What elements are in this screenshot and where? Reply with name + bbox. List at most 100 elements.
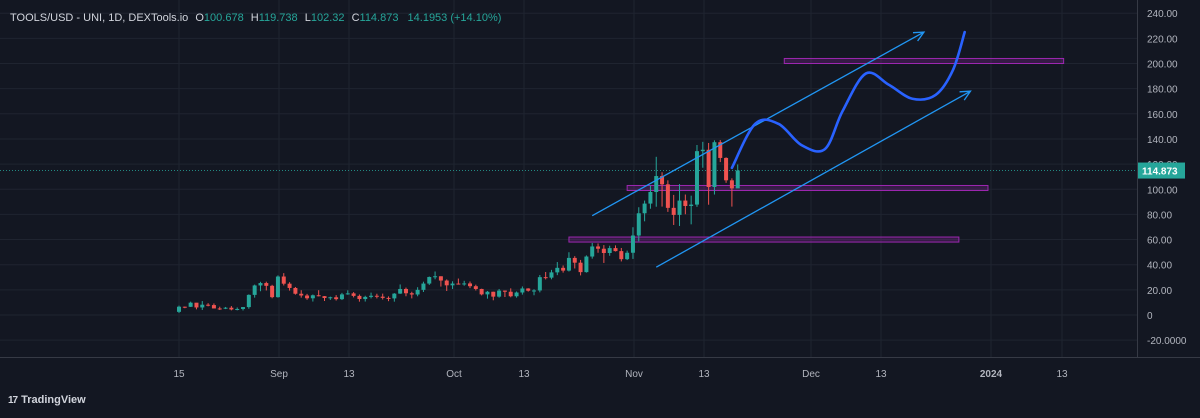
candle-body xyxy=(415,289,420,295)
candle xyxy=(299,290,304,298)
candle xyxy=(497,288,502,298)
candle-body xyxy=(660,176,665,185)
candle xyxy=(607,245,612,256)
brand-name: TradingView xyxy=(21,394,86,406)
candle-body xyxy=(386,297,391,299)
candle-body xyxy=(281,276,286,284)
candle xyxy=(450,281,455,289)
last-price-label: 114.873 xyxy=(1142,167,1178,178)
candle xyxy=(223,306,228,310)
price-tick-label: 180.00 xyxy=(1147,85,1178,96)
candle xyxy=(444,279,449,291)
candle-body xyxy=(549,272,554,278)
candle-body xyxy=(322,296,327,299)
candle xyxy=(735,164,740,189)
candle-body xyxy=(403,288,408,294)
candle-body xyxy=(473,286,478,289)
candle xyxy=(194,302,199,310)
candle-body xyxy=(235,308,240,310)
price-tick-label: 160.00 xyxy=(1147,110,1178,121)
candle xyxy=(235,307,240,311)
candle-body xyxy=(182,306,187,308)
price-tick-label: 140.00 xyxy=(1147,135,1178,146)
candle xyxy=(275,275,280,298)
time-tick-label: 13 xyxy=(1056,369,1068,380)
candle-body xyxy=(689,204,694,206)
high-key: H xyxy=(250,12,259,24)
time-tick-label: 13 xyxy=(875,369,887,380)
tradingview-brand[interactable]: 17 TradingView xyxy=(8,394,86,406)
candle xyxy=(648,185,653,209)
candle xyxy=(462,280,467,286)
candle xyxy=(246,294,251,309)
candle-body xyxy=(718,142,723,158)
candle xyxy=(537,275,542,293)
grid-lines xyxy=(0,0,1137,357)
candle-body xyxy=(526,288,531,291)
candle-body xyxy=(613,248,618,252)
candle xyxy=(724,157,729,183)
candle xyxy=(689,195,694,225)
candle xyxy=(502,290,507,298)
close-key: C xyxy=(351,12,360,24)
time-tick-label: Dec xyxy=(802,369,820,380)
time-tick-label: 13 xyxy=(698,369,710,380)
price-tick-label: 0 xyxy=(1147,311,1153,322)
candle xyxy=(206,303,211,307)
candle xyxy=(392,293,397,302)
candle-body xyxy=(339,294,344,300)
time-tick-label: Sep xyxy=(270,369,288,380)
candle xyxy=(188,301,193,307)
candle-body xyxy=(619,251,624,260)
low-value: 102.32 xyxy=(310,12,345,24)
candle xyxy=(322,296,327,302)
candle-body xyxy=(706,149,711,187)
candle xyxy=(572,256,577,269)
candle xyxy=(479,288,484,296)
candle-body xyxy=(194,302,199,308)
candle-body xyxy=(590,246,595,257)
candle-body xyxy=(654,176,659,193)
channel-line xyxy=(591,31,925,217)
candle-body xyxy=(456,283,461,285)
candle-body xyxy=(625,252,630,260)
candle-body xyxy=(369,295,374,297)
time-axis-labels: 15 Sep 13 Oct 13 Nov 13 Dec 13 2024 13 xyxy=(173,369,1068,380)
candle xyxy=(642,200,647,222)
candle xyxy=(636,207,641,242)
candle-body xyxy=(514,292,519,297)
candle xyxy=(491,291,496,301)
candle-body xyxy=(694,151,699,205)
candle xyxy=(433,271,438,280)
candle-body xyxy=(497,290,502,297)
candle xyxy=(514,291,519,298)
candle xyxy=(729,178,734,207)
candle-body xyxy=(572,257,577,263)
candle xyxy=(369,292,374,299)
candle-body xyxy=(299,293,304,296)
last-price-label-bg xyxy=(1138,162,1185,179)
candle-body xyxy=(252,285,257,295)
candle-body xyxy=(636,213,641,236)
candle-body xyxy=(450,283,455,286)
candle xyxy=(270,284,275,299)
candle-body xyxy=(700,149,705,152)
candle-body xyxy=(491,291,496,297)
candle-body xyxy=(380,296,385,298)
candle xyxy=(671,194,676,225)
candle xyxy=(694,144,699,207)
candle-body xyxy=(665,184,670,208)
candle-body xyxy=(275,276,280,298)
candle xyxy=(712,140,717,195)
candle-body xyxy=(200,304,205,308)
candle xyxy=(584,255,589,273)
price-tick-label: 100.00 xyxy=(1147,185,1178,196)
candle xyxy=(403,287,408,297)
candle xyxy=(526,288,531,292)
candle-body xyxy=(566,257,571,271)
symbol-label: TOOLS/USD - UNI, 1D, DEXTools.io xyxy=(10,12,189,24)
candle-body xyxy=(241,307,246,309)
candle-body xyxy=(479,288,484,295)
